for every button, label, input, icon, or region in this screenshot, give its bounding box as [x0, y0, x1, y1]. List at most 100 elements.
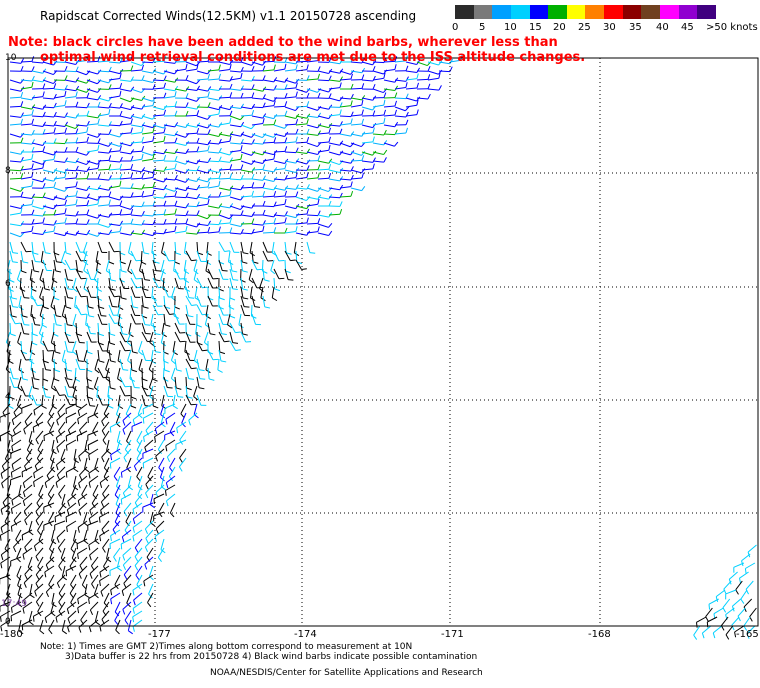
wind-barb — [75, 110, 90, 117]
wind-barb — [229, 221, 245, 227]
wind-barb — [10, 466, 22, 478]
wind-barb — [141, 286, 151, 299]
wind-barb — [296, 92, 310, 99]
wind-barb — [96, 385, 102, 400]
wind-barb — [110, 583, 121, 596]
wind-barb — [350, 83, 365, 90]
wind-barb — [53, 172, 67, 180]
wind-barb — [372, 109, 386, 117]
wind-barb — [55, 475, 66, 488]
wind-barb — [174, 168, 190, 174]
wind-barb — [284, 158, 300, 164]
wind-barb — [94, 529, 100, 545]
wind-barb — [185, 176, 201, 182]
wind-barb — [284, 82, 298, 90]
wind-barb — [141, 241, 150, 255]
wind-barb — [5, 358, 11, 374]
wind-barb — [130, 122, 146, 128]
wind-barb — [361, 127, 375, 135]
wind-barb — [34, 583, 44, 597]
wind-barb — [161, 241, 167, 257]
wind-barb — [284, 250, 296, 262]
wind-barb — [152, 219, 167, 225]
wind-barb — [284, 118, 299, 126]
wind-barb — [394, 82, 408, 90]
wind-barb — [208, 191, 222, 198]
wind-barb — [328, 201, 343, 207]
wind-barb — [108, 251, 115, 265]
wind-barb — [70, 574, 77, 590]
wind-barb — [56, 466, 66, 481]
wind-barb — [394, 106, 410, 112]
wind-barb — [372, 157, 387, 163]
wind-barb — [306, 73, 320, 81]
wind-barb — [135, 565, 143, 580]
wind-barb — [33, 466, 44, 479]
wind-barb — [218, 217, 232, 225]
wind-barb — [185, 63, 199, 72]
wind-barb — [9, 78, 25, 84]
wind-barb — [20, 56, 35, 63]
wind-barb — [262, 217, 277, 225]
wind-barb — [416, 74, 431, 81]
wind-barb — [155, 448, 165, 462]
wind-barb — [48, 403, 55, 419]
wind-barb — [164, 484, 176, 496]
wind-barb — [251, 164, 266, 171]
wind-barb — [262, 150, 278, 156]
wind-barb — [77, 547, 88, 560]
wind-barb — [317, 87, 333, 93]
wind-barb — [132, 583, 143, 596]
wind-barb — [97, 349, 105, 363]
wind-barb — [295, 204, 311, 210]
wind-barb — [53, 385, 65, 397]
wind-barb — [55, 610, 66, 623]
wind-barb — [174, 376, 182, 390]
wind-barb — [1, 475, 11, 489]
wind-barb — [250, 304, 257, 319]
wind-barb — [97, 199, 111, 207]
wind-barb — [46, 466, 55, 481]
wind-barb — [339, 73, 353, 81]
wind-barb — [28, 385, 34, 401]
legend-swatch — [641, 5, 661, 19]
wind-barb — [241, 173, 255, 180]
wind-barb — [207, 64, 221, 72]
wind-barb — [229, 322, 241, 334]
wind-barb — [328, 76, 343, 82]
wind-barb — [149, 331, 155, 347]
wind-barb — [122, 601, 132, 615]
wind-barb — [152, 295, 163, 307]
legend-label: 20 — [553, 22, 566, 33]
wind-barb — [218, 92, 233, 99]
wind-barb — [196, 358, 205, 372]
wind-barb — [97, 229, 113, 236]
wind-barb — [75, 87, 91, 93]
wind-barb — [77, 412, 88, 425]
wind-barb — [207, 367, 215, 381]
wind-barb — [122, 421, 132, 435]
wind-barb — [108, 268, 117, 282]
wind-barb — [94, 457, 100, 473]
wind-barb — [339, 158, 355, 164]
legend-swatch — [585, 5, 605, 19]
legend-swatch — [604, 5, 623, 19]
wind-barb — [141, 135, 155, 144]
wind-barb — [133, 457, 143, 472]
wind-barb — [114, 511, 121, 527]
wind-barb — [21, 529, 33, 541]
wind-barb — [99, 529, 110, 542]
wind-barb — [130, 127, 144, 135]
wind-barb — [723, 580, 732, 595]
wind-barb — [153, 493, 165, 505]
wind-barb — [306, 87, 322, 93]
wind-barb — [328, 82, 342, 90]
wind-barb — [295, 172, 309, 180]
wind-barb — [218, 241, 230, 253]
wind-barb — [75, 259, 83, 273]
wind-barb — [53, 90, 67, 99]
wind-barb — [33, 403, 44, 416]
wind-barb — [86, 144, 100, 153]
wind-barb — [78, 475, 88, 489]
wind-barb — [144, 538, 154, 553]
